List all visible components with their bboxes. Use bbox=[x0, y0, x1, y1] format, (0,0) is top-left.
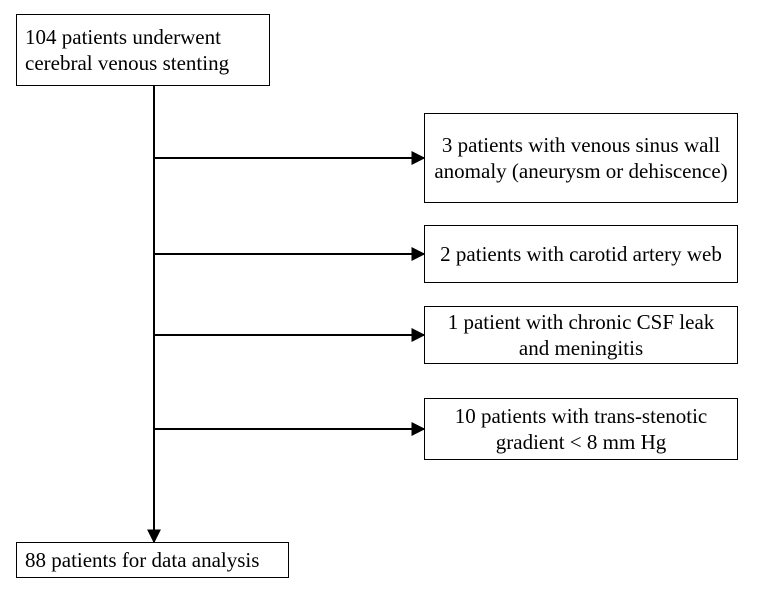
flowchart-canvas: 104 patients underwent cerebral venous s… bbox=[0, 0, 772, 595]
flow-node-exclusion-4: 10 patients with trans-stenotic gradient… bbox=[424, 398, 738, 460]
flow-node-start-text: 104 patients underwent cerebral venous s… bbox=[25, 24, 261, 77]
flow-node-end-text: 88 patients for data analysis bbox=[25, 547, 280, 573]
flow-node-start: 104 patients underwent cerebral venous s… bbox=[16, 14, 270, 86]
flow-node-exclusion-3-text: 1 patient with chronic CSF leak and meni… bbox=[433, 309, 729, 362]
flow-node-exclusion-1: 3 patients with venous sinus wall anomal… bbox=[424, 113, 738, 203]
flow-node-exclusion-4-text: 10 patients with trans-stenotic gradient… bbox=[433, 403, 729, 456]
flow-node-exclusion-3: 1 patient with chronic CSF leak and meni… bbox=[424, 306, 738, 364]
flow-node-exclusion-2: 2 patients with carotid artery web bbox=[424, 225, 738, 283]
flow-node-exclusion-2-text: 2 patients with carotid artery web bbox=[433, 241, 729, 267]
flow-node-exclusion-1-text: 3 patients with venous sinus wall anomal… bbox=[433, 132, 729, 185]
flow-node-end: 88 patients for data analysis bbox=[16, 542, 289, 578]
flowchart-connectors bbox=[0, 0, 772, 595]
